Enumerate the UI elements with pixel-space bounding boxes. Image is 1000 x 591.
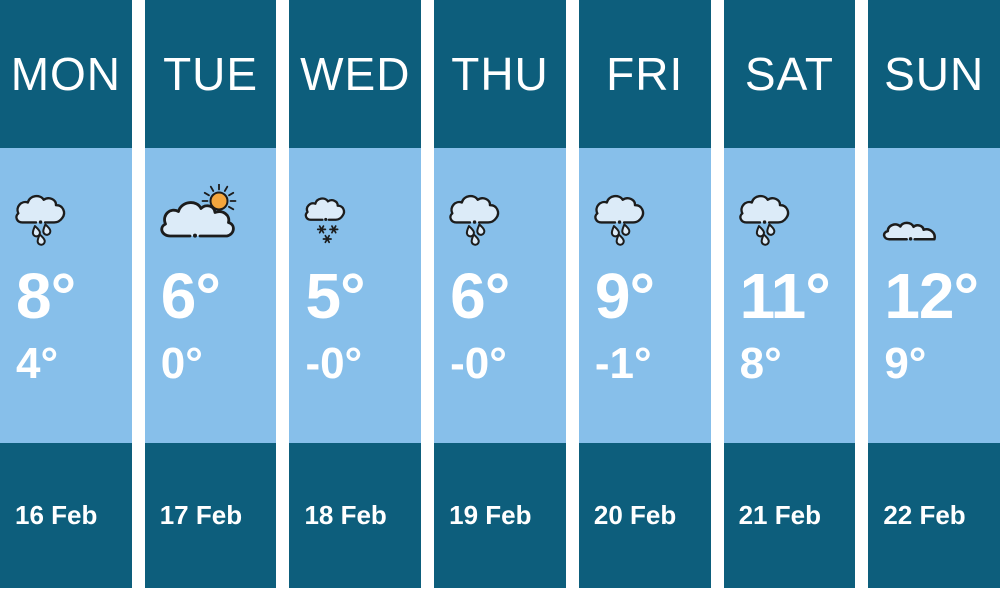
rain-cloud-icon — [736, 188, 794, 246]
rain-cloud-icon — [12, 188, 70, 246]
forecast-column-mon: MON 8° 4° 16 Feb — [0, 0, 132, 588]
forecast-column-tue: TUE 6° 0° 17 Feb — [144, 0, 277, 588]
high-temperature: 5° — [305, 260, 365, 332]
date-footer: 16 Feb — [0, 443, 132, 588]
high-temperature: 8° — [16, 260, 76, 332]
weather-icon-row — [868, 184, 1000, 246]
weather-icon-row — [145, 184, 277, 246]
forecast-body: 11° 8° — [723, 148, 856, 443]
low-temperature: 0° — [160, 339, 203, 388]
forecast-body: 9° -1° — [578, 148, 711, 443]
high-temperature: 6° — [160, 260, 221, 332]
forecast-body: 6° -0° — [434, 148, 566, 443]
day-name: TUE — [163, 48, 259, 100]
date-footer: 17 Feb — [144, 443, 277, 588]
day-name: FRI — [606, 48, 684, 100]
forecast-column-sun: SUN 12° 9° 22 Feb — [868, 0, 1000, 588]
date-footer: 22 Feb — [868, 443, 1000, 588]
rain-cloud-icon — [446, 188, 504, 246]
day-header: TUE — [144, 0, 277, 148]
date-label: 20 Feb — [593, 500, 677, 530]
day-header: FRI — [578, 0, 711, 148]
day-name: SAT — [744, 48, 834, 100]
forecast-column-wed: WED 5° -0° 18 Feb — [289, 0, 422, 588]
forecast-body: 12° 9° — [868, 148, 1000, 443]
day-name: MON — [10, 48, 122, 100]
low-temperature: -0° — [305, 339, 363, 388]
rain-cloud-icon — [591, 188, 649, 246]
date-label: 18 Feb — [304, 500, 387, 530]
snow-cloud-icon — [301, 190, 357, 246]
low-temperature: 4° — [16, 339, 59, 388]
date-footer: 18 Feb — [289, 443, 422, 588]
low-temperature: 9° — [884, 339, 927, 388]
date-footer: 19 Feb — [434, 443, 566, 588]
day-name: WED — [300, 48, 411, 100]
weather-icon-row — [579, 184, 711, 246]
forecast-column-sat: SAT 11° 8° 21 Feb — [723, 0, 856, 588]
forecast-column-thu: THU 6° -0° 19 Feb — [434, 0, 566, 588]
low-temperature: 8° — [739, 339, 782, 388]
cloud-icon — [883, 221, 937, 242]
high-temperature: 12° — [884, 260, 979, 332]
weather-icon-row — [289, 184, 421, 246]
date-label: 16 Feb — [15, 500, 98, 530]
high-temperature: 9° — [594, 260, 655, 332]
low-temperature: -1° — [594, 339, 652, 388]
date-label: 22 Feb — [883, 500, 966, 530]
high-temperature: 11° — [739, 260, 831, 332]
date-label: 21 Feb — [738, 500, 821, 530]
low-temperature: -0° — [450, 339, 507, 388]
date-label: 19 Feb — [449, 500, 532, 530]
day-header: WED — [289, 0, 422, 148]
date-footer: 20 Feb — [578, 443, 711, 588]
forecast-body: 6° 0° — [144, 148, 277, 443]
high-temperature: 6° — [450, 260, 510, 332]
day-header: SAT — [723, 0, 856, 148]
weather-icon-row — [724, 184, 856, 246]
forecast-body: 8° 4° — [0, 148, 132, 443]
day-name: THU — [451, 48, 549, 100]
date-footer: 21 Feb — [723, 443, 856, 588]
sun-cloud-icon — [160, 184, 237, 240]
forecast-column-fri: FRI 9° -1° 20 Feb — [578, 0, 711, 588]
day-header: THU — [434, 0, 566, 148]
weather-icon-row — [434, 184, 566, 246]
date-label: 17 Feb — [159, 500, 243, 530]
forecast-body: 5° -0° — [289, 148, 422, 443]
day-name: SUN — [884, 48, 985, 100]
day-header: MON — [0, 0, 132, 148]
weather-icon-row — [0, 184, 132, 246]
day-header: SUN — [868, 0, 1000, 148]
